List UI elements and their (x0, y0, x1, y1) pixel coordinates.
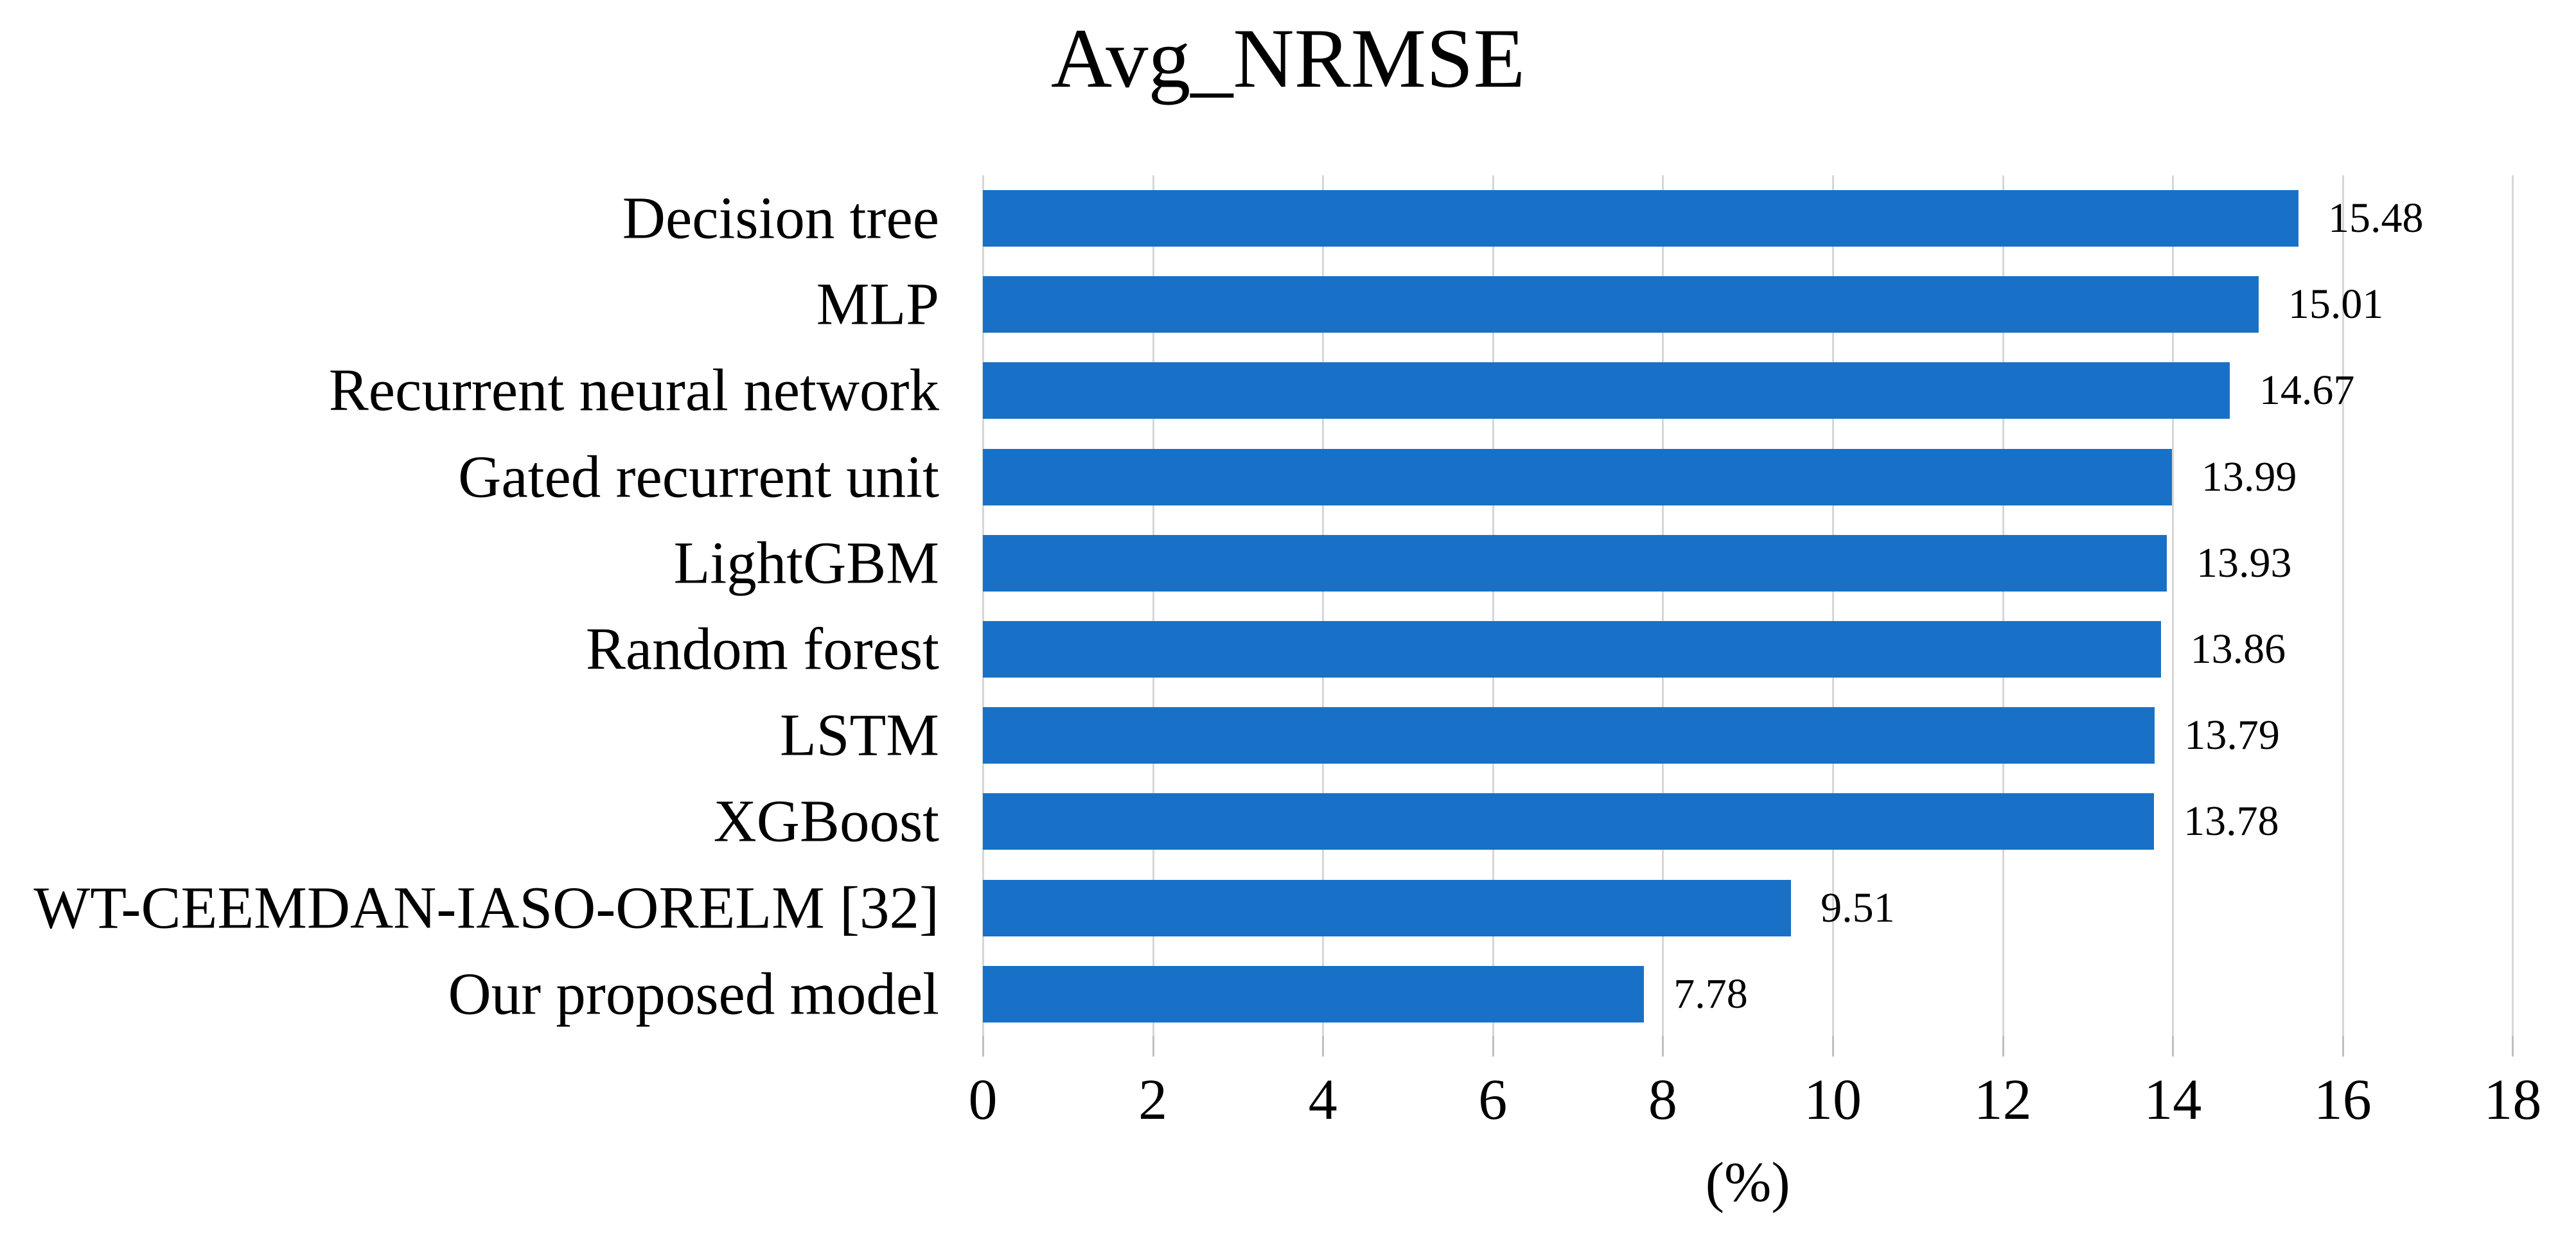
category-label: Recurrent neural network (328, 357, 939, 424)
category-label: Our proposed model (448, 961, 939, 1028)
value-label: 14.67 (2259, 367, 2355, 414)
gridline (1662, 175, 1664, 1036)
axis-tick-mark (1832, 1036, 1834, 1057)
value-label: 13.99 (2201, 453, 2297, 500)
bar (983, 879, 1792, 936)
category-label: MLP (816, 271, 939, 338)
value-label: 7.78 (1673, 970, 1748, 1017)
category-label: LSTM (779, 702, 939, 769)
value-label: 15.48 (2328, 195, 2424, 241)
x-axis-label: (%) (1705, 1152, 1790, 1214)
x-tick-label: 10 (1804, 1068, 1862, 1132)
bar (983, 534, 2167, 592)
gridline (2342, 175, 2344, 1036)
value-label: 9.51 (1821, 884, 1895, 931)
gridline (2002, 175, 2004, 1036)
x-tick-label: 8 (1648, 1068, 1677, 1132)
bar (983, 448, 2172, 505)
gridline (1322, 175, 1325, 1036)
gridline (2172, 175, 2175, 1036)
gridline (2512, 175, 2514, 1036)
value-label: 13.93 (2196, 539, 2292, 586)
bar (983, 190, 2298, 247)
gridline (1152, 175, 1154, 1036)
axis-tick-mark (2342, 1036, 2344, 1057)
x-tick-label: 6 (1478, 1068, 1508, 1132)
category-label: LightGBM (673, 530, 939, 597)
axis-tick-mark (1152, 1036, 1154, 1057)
axis-tick-mark (2512, 1036, 2514, 1057)
category-label: XGBoost (713, 788, 939, 855)
axis-tick-mark (982, 1036, 984, 1057)
x-tick-label: 16 (2313, 1068, 2372, 1132)
bar (983, 621, 2161, 678)
gridline (1832, 175, 1834, 1036)
x-tick-label: 18 (2483, 1068, 2542, 1132)
axis-tick-mark (2172, 1036, 2175, 1057)
axis-tick-mark (1662, 1036, 1664, 1057)
bar (983, 793, 2155, 850)
axis-tick-mark (2002, 1036, 2004, 1057)
x-tick-label: 12 (1973, 1068, 2032, 1132)
gridline (1492, 175, 1494, 1036)
value-label: 13.78 (2183, 798, 2279, 845)
axis-tick-mark (1322, 1036, 1325, 1057)
x-tick-label: 2 (1138, 1068, 1168, 1132)
bar (983, 965, 1645, 1022)
category-label: Decision tree (622, 185, 939, 252)
chart-title: Avg_NRMSE (1050, 11, 1526, 105)
category-label: Gated recurrent unit (458, 444, 939, 511)
gridline (982, 175, 984, 1036)
x-tick-label: 14 (2144, 1068, 2202, 1132)
x-tick-label: 4 (1308, 1068, 1337, 1132)
bar (983, 707, 2155, 764)
axis-tick-mark (1492, 1036, 1494, 1057)
value-label: 13.86 (2190, 626, 2286, 672)
x-tick-label: 0 (968, 1068, 998, 1132)
value-label: 13.79 (2184, 712, 2280, 759)
category-label: WT-CEEMDAN-IASO-ORELM [32] (33, 875, 940, 942)
bar (983, 276, 2259, 333)
bar (983, 362, 2230, 419)
category-label: Random forest (585, 616, 939, 683)
value-label: 15.01 (2288, 281, 2384, 328)
